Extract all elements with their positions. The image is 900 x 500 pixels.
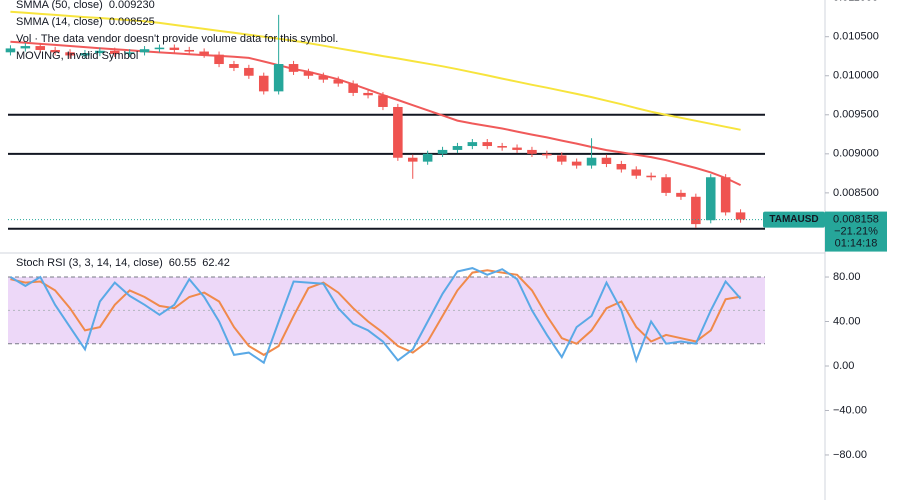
candle-body <box>467 142 478 147</box>
candle-body <box>676 192 686 197</box>
candle-body <box>124 52 135 54</box>
indicator-line <box>9 267 742 365</box>
y-tick-label: 0.009000 <box>833 148 879 160</box>
candle-body <box>95 50 105 54</box>
candle-body <box>229 64 239 68</box>
y-tick-label: 0.010000 <box>833 70 879 82</box>
legend-value: 0.009230 <box>109 0 155 11</box>
y-tick-label: 0.008500 <box>833 187 879 199</box>
candle-body <box>20 46 31 49</box>
candle-body <box>571 161 582 166</box>
candle-body <box>65 52 75 56</box>
candle-body <box>199 51 209 55</box>
price-box <box>825 211 887 252</box>
annotation: MOVING, Invalid Symbol <box>16 50 138 62</box>
candle-body <box>139 49 150 53</box>
candle-body <box>586 157 597 166</box>
candle-body <box>646 175 656 178</box>
candle-body <box>333 79 344 84</box>
candle-body <box>542 153 552 156</box>
candle-body <box>184 49 195 52</box>
candle-body <box>452 146 463 150</box>
candle-body <box>735 212 746 220</box>
candle-body <box>407 157 418 162</box>
candle-body <box>363 92 373 96</box>
candle-body <box>50 49 60 53</box>
legend-value: 0.008525 <box>109 16 155 28</box>
candle-body <box>527 149 537 154</box>
y-tick-label: 80.00 <box>833 271 861 283</box>
candle-body <box>497 146 507 148</box>
indicator-line <box>10 269 741 357</box>
candle-body <box>348 83 358 93</box>
y-tick-label: 0.011000 <box>833 0 878 4</box>
candle-body <box>691 196 701 225</box>
y-tick-label: −40.00 <box>833 404 867 416</box>
y-tick-label: 0.00 <box>833 360 854 372</box>
candle-body <box>378 95 388 107</box>
legend-label: SMMA (14, close) <box>16 16 103 28</box>
price-label: 0.008158 <box>833 213 879 225</box>
candle-body <box>661 177 671 193</box>
candle-body <box>437 149 448 154</box>
candle-body <box>601 157 612 164</box>
candle-body <box>244 67 254 76</box>
candle-body <box>318 75 329 80</box>
candle-body <box>422 153 433 162</box>
candle-body <box>288 64 299 72</box>
candle-body <box>556 155 567 162</box>
candle-body <box>512 147 522 150</box>
y-tick-label: 0.009500 <box>833 109 879 121</box>
candle-body <box>720 177 731 213</box>
legend-label: SMMA (50, close) <box>16 0 103 11</box>
candle-body <box>482 142 493 147</box>
y-tick-label: 0.010500 <box>833 31 879 43</box>
indicator-line <box>10 10 741 131</box>
candle-body <box>616 163 627 170</box>
legend-value: 60.55 <box>169 257 197 269</box>
legend-value: 62.42 <box>202 257 230 269</box>
indicator-line <box>10 40 742 187</box>
candle-body <box>631 169 642 176</box>
candle-body <box>258 75 269 92</box>
y-tick-label: −80.00 <box>833 449 867 461</box>
candle-body <box>35 46 46 50</box>
candle-body <box>393 106 403 158</box>
candle-body <box>80 53 90 56</box>
symbol-label: TAMAUSD <box>769 214 818 225</box>
candle-body <box>705 177 716 221</box>
band-fill <box>8 277 765 344</box>
change-label: −21.21% <box>834 225 878 237</box>
candle-body <box>303 71 314 76</box>
symbol-box <box>763 211 825 228</box>
indicator-title: Stoch RSI (3, 3, 14, 14, close) <box>16 257 163 269</box>
candle-body <box>169 47 180 50</box>
candle-body <box>109 50 120 54</box>
candle-body <box>154 47 165 50</box>
countdown-label: 01:14:18 <box>835 237 878 249</box>
candle-body <box>214 54 224 65</box>
candle-body <box>273 64 284 92</box>
annotation: Vol · The data vendor doesn't provide vo… <box>16 33 338 45</box>
candle-body <box>5 48 16 53</box>
y-tick-label: 40.00 <box>833 315 861 327</box>
